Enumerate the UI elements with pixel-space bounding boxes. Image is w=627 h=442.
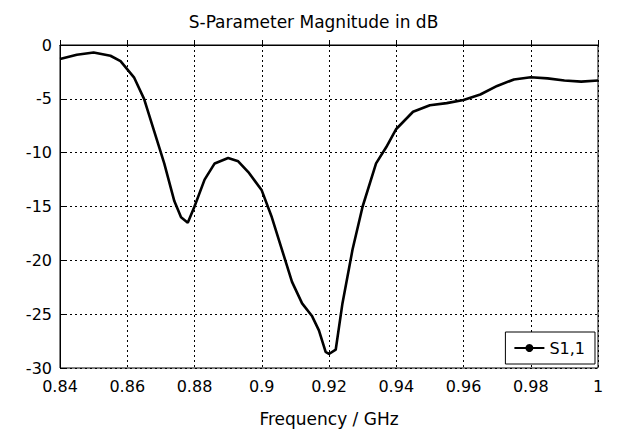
svg-text:0.98: 0.98 — [513, 377, 549, 396]
svg-text:S1,1: S1,1 — [549, 339, 585, 358]
svg-text:0.96: 0.96 — [446, 377, 482, 396]
svg-text:0.94: 0.94 — [378, 377, 414, 396]
svg-text:S-Parameter Magnitude in dB: S-Parameter Magnitude in dB — [189, 12, 439, 32]
svg-text:0.84: 0.84 — [42, 377, 78, 396]
svg-text:-25: -25 — [26, 305, 52, 324]
svg-text:Frequency / GHz: Frequency / GHz — [259, 409, 398, 429]
svg-text:0.92: 0.92 — [311, 377, 347, 396]
svg-text:0.9: 0.9 — [249, 377, 274, 396]
svg-text:-15: -15 — [26, 197, 52, 216]
svg-text:-20: -20 — [26, 251, 52, 270]
svg-text:-10: -10 — [26, 143, 52, 162]
svg-text:0: 0 — [42, 36, 52, 55]
svg-text:-30: -30 — [26, 359, 52, 378]
svg-text:1: 1 — [593, 377, 603, 396]
svg-text:-5: -5 — [36, 89, 52, 108]
svg-text:0.88: 0.88 — [177, 377, 213, 396]
svg-text:0.86: 0.86 — [109, 377, 145, 396]
